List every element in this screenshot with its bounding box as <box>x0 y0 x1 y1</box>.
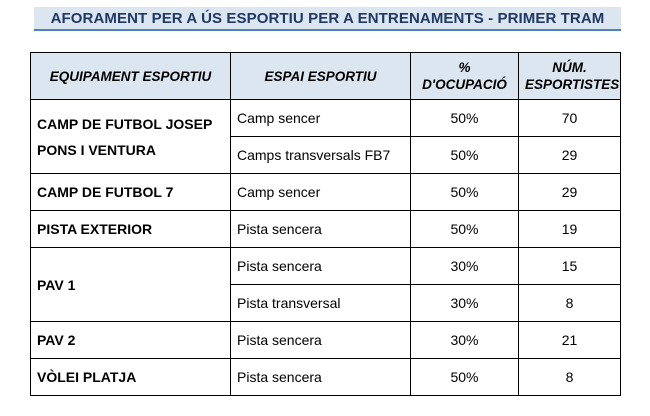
facility-cell: VÒLEI PLATJA <box>30 358 231 396</box>
facility-cell: PISTA EXTERIOR <box>30 210 231 248</box>
header-occupancy: % D'OCUPACIÓ <box>410 52 519 100</box>
header-space: ESPAI ESPORTIU <box>230 52 411 100</box>
occupancy-cell: 30% <box>410 247 519 285</box>
table-row: CAMP DE FUTBOL 7 Camp sencer 50% 29 <box>30 173 621 211</box>
space-cell: Camps transversals FB7 <box>230 136 411 174</box>
table-row: PAV 1 Pista sencera 30% 15 <box>30 247 621 322</box>
table-header-row: EQUIPAMENT ESPORTIU ESPAI ESPORTIU % D'O… <box>30 52 621 100</box>
athletes-cell: 8 <box>518 358 621 396</box>
space-cell: Camp sencer <box>230 99 411 137</box>
page-title: AFORAMENT PER A ÚS ESPORTIU PER A ENTREN… <box>34 7 621 31</box>
occupancy-cell: 50% <box>410 358 519 396</box>
header-athletes-line2: ESPORTISTES <box>525 77 620 92</box>
athletes-cell: 29 <box>518 173 621 211</box>
athletes-cell: 8 <box>518 284 621 322</box>
space-cell: Pista sencera <box>230 247 411 285</box>
occupancy-cell: 50% <box>410 173 519 211</box>
capacity-table: EQUIPAMENT ESPORTIU ESPAI ESPORTIU % D'O… <box>30 52 621 396</box>
table-row: Pista transversal 30% 8 <box>31 284 621 322</box>
occupancy-cell: 30% <box>410 321 519 359</box>
facility-cell: CAMP DE FUTBOL 7 <box>30 173 231 211</box>
table-row: VÒLEI PLATJA Pista sencera 50% 8 <box>30 358 621 396</box>
occupancy-cell: 30% <box>410 284 519 322</box>
space-cell: Pista transversal <box>230 284 411 322</box>
athletes-cell: 19 <box>518 210 621 248</box>
header-occupancy-line2: D'OCUPACIÓ <box>422 77 507 92</box>
table-row: Camps transversals FB7 50% 29 <box>31 136 621 174</box>
header-athletes: NÚM. ESPORTISTES <box>518 52 621 100</box>
header-facility: EQUIPAMENT ESPORTIU <box>30 52 231 100</box>
occupancy-cell: 50% <box>410 210 519 248</box>
athletes-cell: 21 <box>518 321 621 359</box>
space-cell: Pista sencera <box>230 210 411 248</box>
athletes-cell: 70 <box>518 99 621 137</box>
table-row: PAV 2 Pista sencera 30% 21 <box>30 321 621 359</box>
header-occupancy-line1: % <box>458 60 471 75</box>
facility-cell: PAV 2 <box>30 321 231 359</box>
header-athletes-line1: NÚM. <box>552 60 587 75</box>
table-row: CAMP DE FUTBOL JOSEP PONS I VENTURA Camp… <box>30 99 621 174</box>
facility-cell: PAV 1 <box>30 247 231 322</box>
space-cell: Pista sencera <box>230 321 411 359</box>
table-row: PISTA EXTERIOR Pista sencera 50% 19 <box>30 210 621 248</box>
occupancy-cell: 50% <box>410 99 519 137</box>
athletes-cell: 29 <box>518 136 621 174</box>
space-cell: Pista sencera <box>230 358 411 396</box>
occupancy-cell: 50% <box>410 136 519 174</box>
space-cell: Camp sencer <box>230 173 411 211</box>
athletes-cell: 15 <box>518 247 621 285</box>
facility-cell: CAMP DE FUTBOL JOSEP PONS I VENTURA <box>30 99 231 174</box>
